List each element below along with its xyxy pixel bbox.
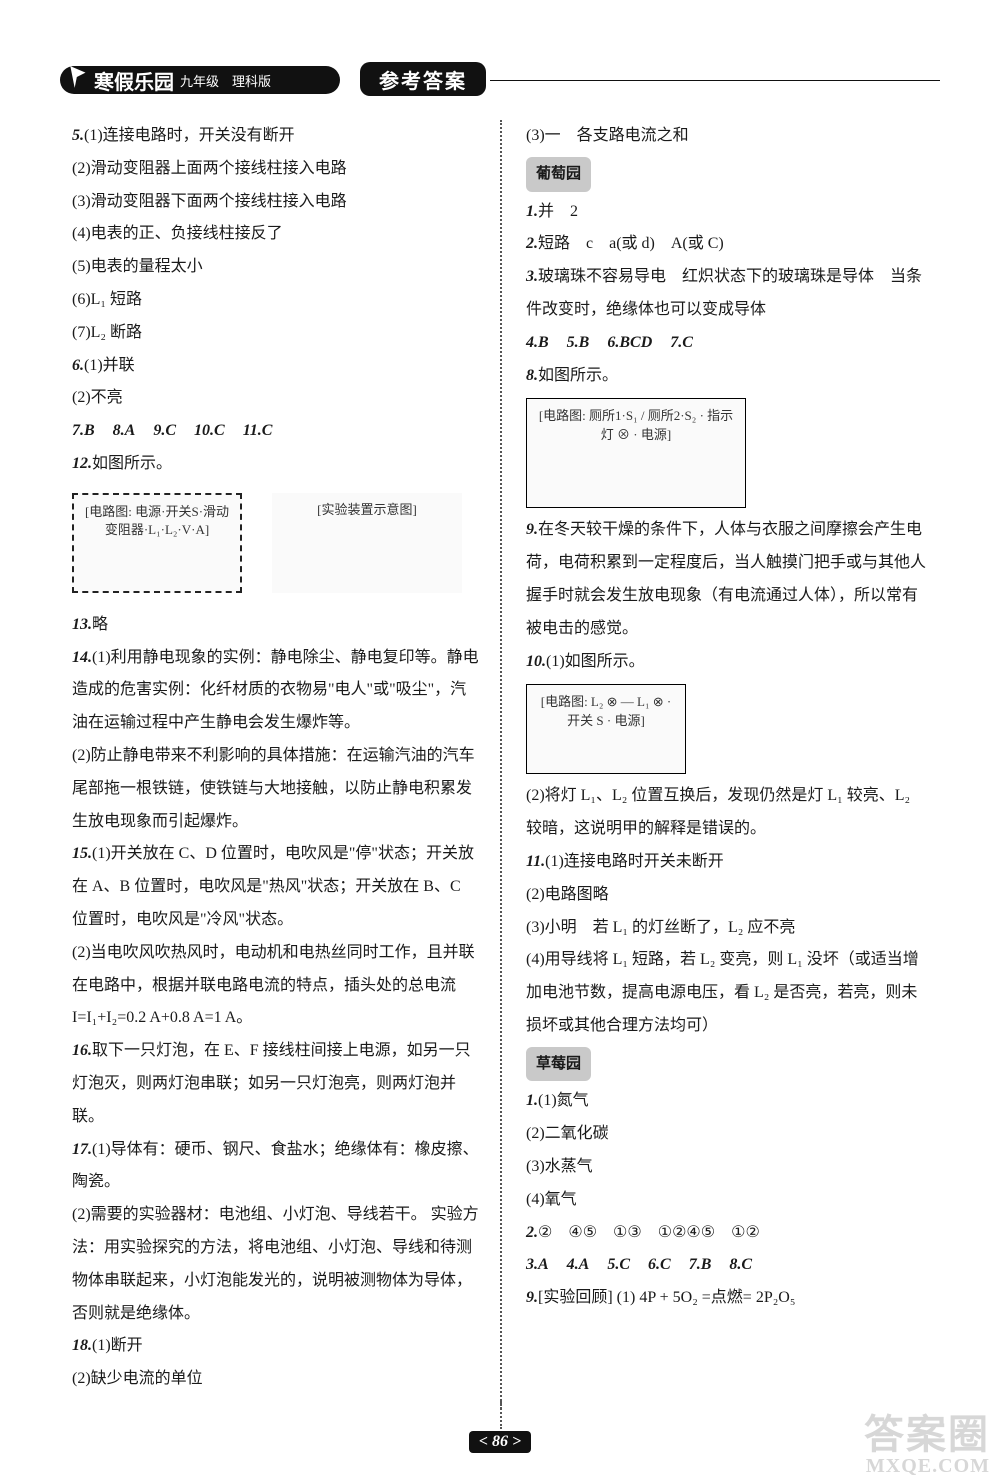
answer-line: (3)一 各支路电流之和 [526,120,928,153]
answer-line: 11.(1)连接电路时开关未断开 [526,846,928,879]
right-column: (3)一 各支路电流之和 葡萄园 1.并 2 2.短路 c a(或 d) A(或… [500,120,928,1409]
page-header: 寒假乐园 九年级 理科版 参考答案 [60,62,940,98]
book-title-pill: 寒假乐园 九年级 理科版 [60,66,340,94]
answer-line: (4)氧气 [526,1184,928,1217]
answer-line: 1.(1)氮气 [526,1085,928,1118]
answer-line: (3)小明 若 L₁ 的灯丝断了，L₂ 应不亮 [526,912,928,945]
answer-line: (3)滑动变阻器下面两个接线柱接入电路 [72,186,480,219]
answer-line: 18.(1)断开 [72,1330,480,1363]
figure-row: [电路图: 电源·开关S·滑动变阻器·L₁·L₂·V·A] [实验装置示意图] [72,487,480,599]
circuit-figure: [电路图: 厕所1·S₁ / 厕所2·S₂ · 指示灯 ⊗ · 电源] [526,398,746,508]
answer-line: (7)L₂ 断路 [72,317,480,350]
content-columns: 5.(1)连接电路时，开关没有断开 (2)滑动变阻器上面两个接线柱接入电路 (3… [72,120,928,1409]
mc-answer-row: 3.A 4.A 5.C 6.C 7.B 8.C [526,1249,928,1282]
watermark-url: MXQE.COM [864,1455,990,1477]
answer-line: 3.玻璃珠不容易导电 红炽状态下的玻璃珠是导体 当条件改变时，绝缘体也可以变成导… [526,261,928,327]
page-footer: < 86 > [0,1431,1000,1453]
section-header: 葡萄园 [526,157,591,192]
answer-line: (2)电路图略 [526,879,928,912]
header-rule [490,80,940,81]
circuit-figure: [电路图: L₂ ⊗ — L₁ ⊗ · 开关 S · 电源] [526,684,686,774]
answer-line: 10.(1)如图所示。 [526,646,928,679]
apparatus-figure: [实验装置示意图] [272,493,462,593]
answer-line: (2)当电吹风吹热风时，电动机和电热丝同时工作，且并联在电路中，根据并联电路电流… [72,937,480,1035]
book-title: 寒假乐园 [94,66,174,95]
column-separator-tail [500,1401,502,1429]
book-subtitle: 九年级 理科版 [180,71,271,90]
answer-line: (5)电表的量程太小 [72,251,480,284]
answer-line: (4)电表的正、负接线柱接反了 [72,218,480,251]
answer-line: (3)水蒸气 [526,1151,928,1184]
answer-key-badge: 参考答案 [360,62,486,96]
answer-line: (2)防止静电带来不利影响的具体措施：在运输汽油的汽车尾部拖一根铁链，使铁链与大… [72,740,480,838]
answer-line: (2)需要的实验器材：电池组、小灯泡、导线若干。 实验方法：用实验探究的方法，将… [72,1199,480,1330]
answer-line: 16.取下一只灯泡，在 E、F 接线柱间接上电源，如另一只灯泡灭，则两灯泡串联；… [72,1035,480,1133]
answer-line: 14.(1)利用静电现象的实例：静电除尘、静电复印等。静电造成的危害实例：化纤材… [72,642,480,740]
circuit-figure: [电路图: 电源·开关S·滑动变阻器·L₁·L₂·V·A] [72,493,242,593]
kite-icon [66,64,92,90]
answer-line: 12.如图所示。 [72,448,480,481]
answer-line: 17.(1)导体有：硬币、钢尺、食盐水；绝缘体有：橡皮擦、陶瓷。 [72,1134,480,1200]
answer-line: 9.在冬天较干燥的条件下，人体与衣服之间摩擦会产生电荷，电荷积累到一定程度后，当… [526,514,928,645]
answer-line: 1.并 2 [526,196,928,229]
mc-answer-row: 4.B 5.B 6.BCD 7.C [526,327,928,360]
answer-line: 2.② ④⑤ ①③ ①②④⑤ ①② [526,1217,928,1250]
answer-line: 13.略 [72,609,480,642]
answer-line: (6)L₁ 短路 [72,284,480,317]
answer-line: 5.(1)连接电路时，开关没有断开 [72,120,480,153]
answer-line: (2)滑动变阻器上面两个接线柱接入电路 [72,153,480,186]
answer-line: (2)不亮 [72,382,480,415]
answer-line: 6.(1)并联 [72,350,480,383]
answer-line: (2)将灯 L₁、L₂ 位置互换后，发现仍然是灯 L₁ 较亮、L₂ 较暗，这说明… [526,780,928,846]
section-header: 草莓园 [526,1047,591,1082]
page-number: < 86 > [469,1431,531,1453]
answer-line: 9.[实验回顾] (1) 4P + 5O₂ =点燃= 2P₂O₅ [526,1282,928,1315]
answer-line: 15.(1)开关放在 C、D 位置时，电吹风是"停"状态；开关放在 A、B 位置… [72,838,480,936]
left-column: 5.(1)连接电路时，开关没有断开 (2)滑动变阻器上面两个接线柱接入电路 (3… [72,120,500,1409]
answer-line: 2.短路 c a(或 d) A(或 C) [526,228,928,261]
mc-answer-row: 7.B 8.A 9.C 10.C 11.C [72,415,480,448]
answer-line: (2)缺少电流的单位 [72,1363,480,1396]
answer-line: (2)二氧化碳 [526,1118,928,1151]
answer-line: (4)用导线将 L₁ 短路，若 L₂ 变亮，则 L₁ 没坏（或适当增加电池节数，… [526,944,928,1042]
answer-line: 8.如图所示。 [526,360,928,393]
